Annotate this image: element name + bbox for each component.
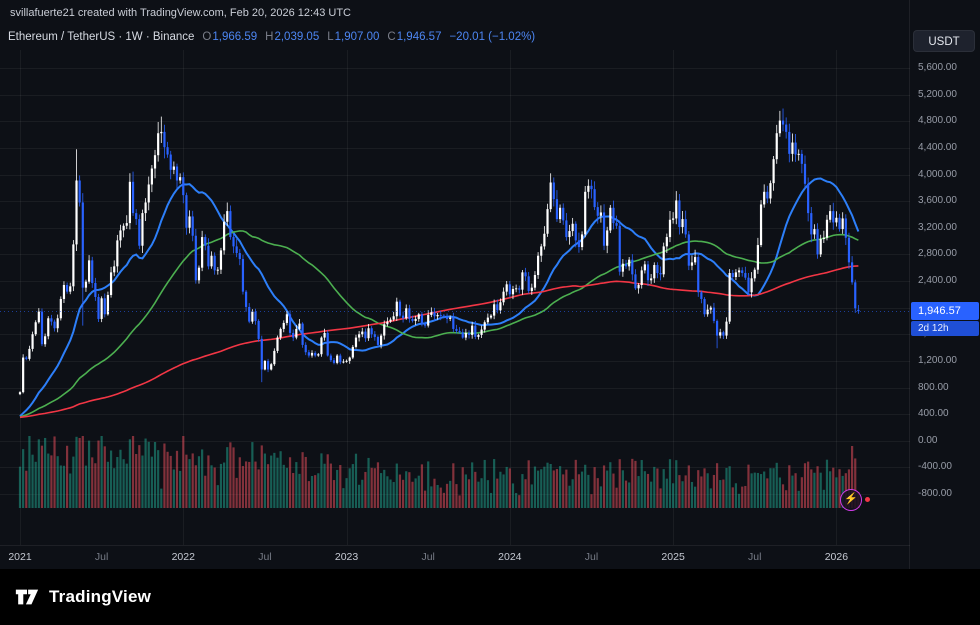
price-tick: 2,400.00 <box>918 275 957 286</box>
price-tick: 4,800.00 <box>918 115 957 127</box>
price-tick: 4,400.00 <box>918 141 957 153</box>
price-tick: 4,000.00 <box>918 168 957 180</box>
time-label-year: 2022 <box>171 551 195 563</box>
time-label-month: Jul <box>421 551 435 563</box>
time-label-year: 2025 <box>661 551 685 563</box>
low-value: L 1,907.00 <box>327 31 380 43</box>
time-label-year: 2021 <box>8 551 32 563</box>
price-tick: 0.00 <box>918 434 938 446</box>
price-tick: 5,600.00 <box>918 62 957 73</box>
close-value: C 1,946.57 <box>387 31 442 43</box>
tradingview-wordmark[interactable]: TradingView <box>49 587 152 606</box>
time-label-month: Jul <box>94 551 109 563</box>
time-label-month: Jul <box>584 551 599 563</box>
change-value: −20.01 (−1.02%) <box>449 31 536 43</box>
price-tick: 800.00 <box>918 381 949 393</box>
price-tick: 1,200.00 <box>918 354 957 366</box>
time-label-year: 2024 <box>498 551 522 563</box>
chart-legend[interactable]: Ethereum / TetherUS · 1W · Binance O 1,9… <box>8 31 535 43</box>
symbol-title[interactable]: Ethereum / TetherUS · 1W · Binance <box>8 31 195 43</box>
bottom-brand-band: TradingView <box>0 569 980 625</box>
notification-dot <box>865 497 870 502</box>
time-label-year: 2026 <box>824 551 849 563</box>
time-axis[interactable]: 2021 2022 2023 2024 2025 2026 Jul Jul Jul Jul Jul <box>0 545 910 570</box>
attribution-bar: svillafuerte21 created with TradingView.… <box>0 0 980 26</box>
price-tick: -800.00 <box>918 488 952 499</box>
open-value: O 1,966.59 <box>202 31 258 43</box>
price-tick: 3,600.00 <box>918 195 957 207</box>
price-tick: 3,200.00 <box>918 221 957 233</box>
spark-reaction-icon[interactable]: ⚡ <box>840 489 862 511</box>
price-tick: 5,200.00 <box>918 88 957 100</box>
price-tick: 400.00 <box>918 408 949 420</box>
currency-toggle-button[interactable]: USDT <box>913 30 975 52</box>
last-price-badge: 1,946.57 <box>911 302 979 321</box>
price-axis[interactable]: USDT 1,946.57 2d 12h 5,600.00 5,200.00 4,8… <box>909 0 980 569</box>
price-tick: -400.00 <box>918 461 952 473</box>
price-chart-canvas[interactable] <box>0 0 910 545</box>
time-label-month: Jul <box>258 551 272 563</box>
bar-countdown: 2d 12h <box>911 321 979 337</box>
time-label-month: Jul <box>748 551 762 563</box>
attribution-text: svillafuerte21 created with TradingView.… <box>10 7 351 19</box>
price-tick: 2,800.00 <box>918 248 957 260</box>
time-label-year: 2023 <box>334 551 359 563</box>
tradingview-logo-icon[interactable] <box>14 584 40 610</box>
high-value: H 2,039.05 <box>265 31 320 43</box>
